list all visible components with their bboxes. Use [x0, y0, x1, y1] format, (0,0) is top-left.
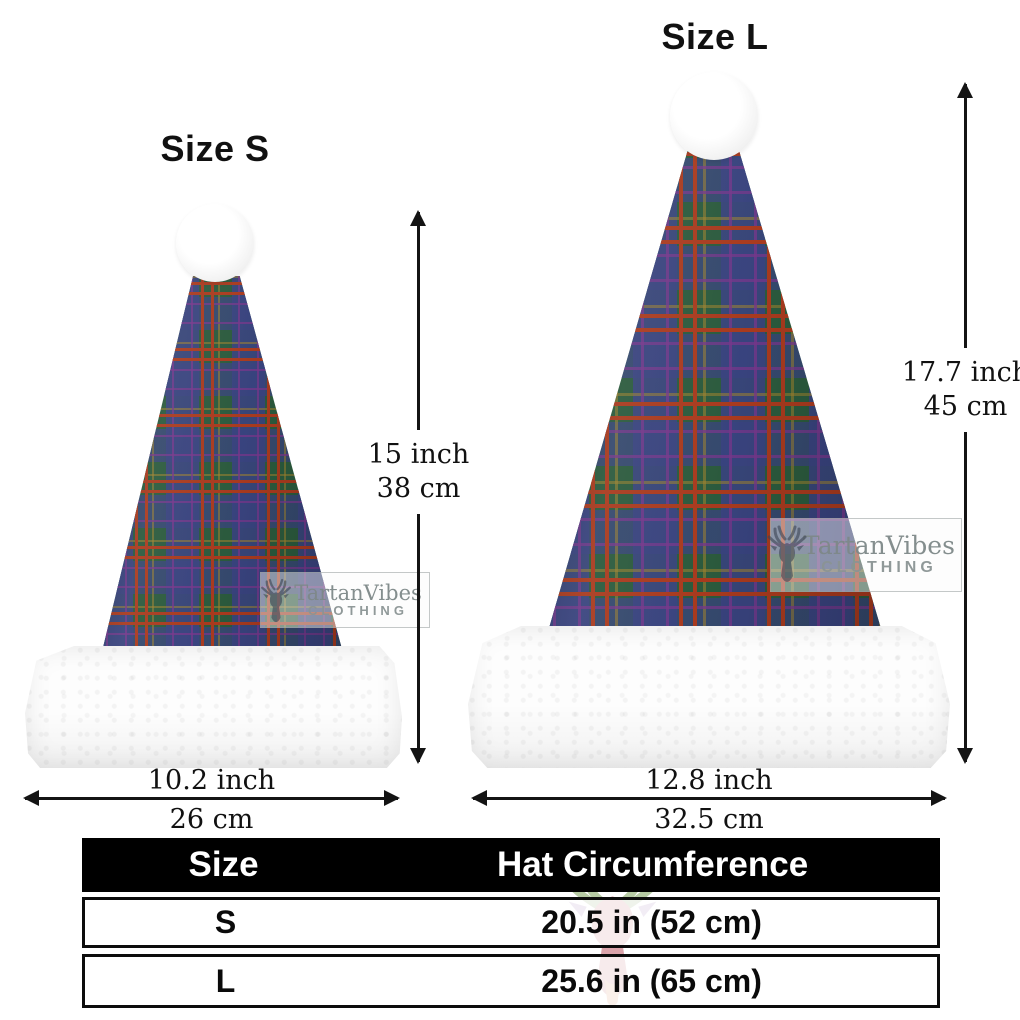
height-inches-small: 15 inch [367, 439, 470, 470]
circumference-value: 25.6 in (65 cm) [541, 962, 762, 999]
circumference-column-header: Hat Circumference [496, 845, 809, 884]
brand-subtitle: CLOTHING [821, 559, 937, 577]
pom-pom-large [670, 72, 758, 160]
width-cm-small: 26 cm [169, 804, 254, 835]
height-cm-small: 38 cm [376, 472, 461, 504]
width-dimension-arrow-small: 10.2 inch 26 cm [23, 767, 400, 833]
size-value: L [215, 962, 236, 999]
hat-brim-small [25, 646, 402, 768]
height-inches-large: 17.7 inch [901, 357, 1020, 388]
size-table-header-row: Size Hat Circumference [82, 838, 940, 892]
width-inches-small: 10.2 inch [147, 765, 276, 796]
size-l-heading: Size L [661, 16, 769, 57]
brand-watermark-small: TartanVibes CLOTHING [260, 572, 430, 628]
brand-watermark-text: TartanVibes CLOTHING [261, 582, 429, 618]
brand-subtitle: CLOTHING [308, 602, 408, 618]
width-cm-large: 32.5 cm [654, 804, 764, 835]
brand-name: TartanVibes [294, 580, 422, 605]
height-dimension-label-large: 17.7 inch 45 cm [895, 348, 1020, 432]
table-row-size-l: L 25.6 in (65 cm) [82, 954, 940, 1008]
pom-pom-small [176, 204, 254, 282]
size-column-header: Size [188, 845, 259, 884]
brand-watermark-text: TartanVibes CLOTHING [771, 531, 961, 577]
width-dimension-arrow-large: 12.8 inch 32.5 cm [471, 767, 947, 833]
hat-brim-large [468, 626, 950, 768]
circumference-value: 20.5 in (52 cm) [541, 904, 762, 940]
height-dimension-arrow-small: 15 inch 38 cm [361, 210, 476, 764]
height-dimension-arrow-large: 17.7 inch 45 cm [895, 82, 1020, 764]
height-dimension-label-small: 15 inch 38 cm [361, 430, 476, 514]
size-table: Size Hat Circumference S 20.5 in (52 cm)… [82, 838, 940, 1008]
stag-logo-icon [767, 525, 807, 582]
width-inches-large: 12.8 inch [645, 765, 773, 796]
table-row-size-s: S 20.5 in (52 cm) [82, 897, 940, 948]
stag-logo-icon [261, 578, 291, 623]
height-cm-large: 45 cm [923, 390, 1008, 422]
brand-watermark-large: TartanVibes CLOTHING [767, 518, 962, 592]
brand-name: TartanVibes [803, 531, 955, 561]
size-s-heading: Size S [160, 128, 270, 169]
size-value: S [214, 904, 237, 940]
